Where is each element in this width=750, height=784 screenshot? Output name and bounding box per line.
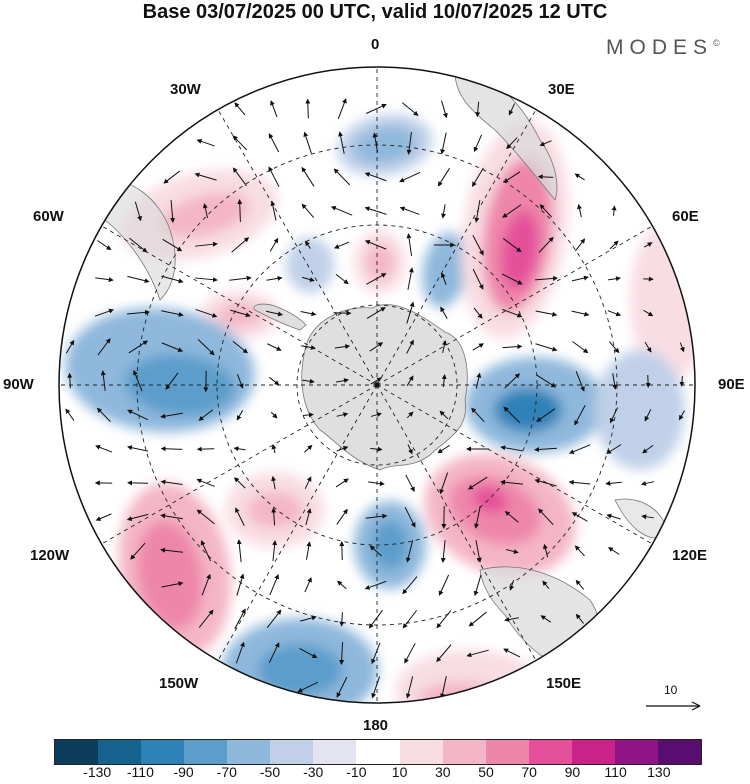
vector-reference-arrow <box>642 684 702 714</box>
colorbar-segment <box>658 740 701 764</box>
lon-label-120e: 120E <box>672 547 707 564</box>
colorbar-segment <box>141 740 184 764</box>
colorbar-tick-label: 90 <box>565 764 581 780</box>
lon-label-120w: 120W <box>30 547 69 564</box>
anomaly-blob <box>286 237 334 293</box>
colorbar-tick-label: 70 <box>521 764 537 780</box>
lon-label-180: 180 <box>363 717 388 734</box>
anomaly-blob <box>258 644 342 696</box>
lon-label-150e: 150E <box>546 675 581 692</box>
colorbar-tick-label: -30 <box>303 764 323 780</box>
colorbar-tick-label: -10 <box>346 764 366 780</box>
colorbar-segment <box>400 740 443 764</box>
colorbar-segment <box>270 740 313 764</box>
wind-vector <box>333 313 350 314</box>
anomaly-blob <box>366 244 394 280</box>
anomaly-blob <box>418 682 502 718</box>
colorbar-tick-label: 50 <box>478 764 494 780</box>
colorbar-ticks: -130 -110 -90 -70 -50 -30 -10 10 30 50 70 90 110 130 <box>0 764 750 784</box>
lon-label-0: 0 <box>371 36 379 53</box>
lon-label-90w: 90W <box>3 376 34 393</box>
colorbar <box>54 739 702 765</box>
colorbar-segment <box>529 740 572 764</box>
anomaly-blob <box>494 388 562 432</box>
colorbar-segment <box>356 740 399 764</box>
colorbar-segment <box>55 740 98 764</box>
colorbar-segment <box>313 740 356 764</box>
colorbar-tick-label: -90 <box>173 764 193 780</box>
lon-label-150w: 150W <box>159 675 198 692</box>
colorbar-segment <box>615 740 658 764</box>
colorbar-segment <box>443 740 486 764</box>
colorbar-segment <box>227 740 270 764</box>
colorbar-segment <box>98 740 141 764</box>
colorbar-tick-label: -50 <box>260 764 280 780</box>
colorbar-tick-label: 30 <box>435 764 451 780</box>
colorbar-tick-label: 10 <box>392 764 408 780</box>
colorbar-tick-label: -70 <box>217 764 237 780</box>
lon-label-30w: 30W <box>170 81 201 98</box>
lon-label-30e: 30E <box>548 81 575 98</box>
colorbar-tick-label: 130 <box>647 764 670 780</box>
lon-label-60w: 60W <box>33 208 64 225</box>
colorbar-tick-label: -110 <box>127 764 154 780</box>
lon-label-60e: 60E <box>672 208 699 225</box>
colorbar-segment <box>486 740 529 764</box>
colorbar-segment <box>572 740 615 764</box>
colorbar-tick-label: -130 <box>83 764 111 780</box>
wind-vector <box>128 483 148 484</box>
wind-vector <box>342 542 343 560</box>
lon-label-90e: 90E <box>718 376 745 393</box>
south-pole-marker <box>375 383 380 388</box>
anomaly-blob <box>395 650 545 730</box>
colorbar-segment <box>184 740 227 764</box>
colorbar-tick-label: 110 <box>604 764 626 780</box>
